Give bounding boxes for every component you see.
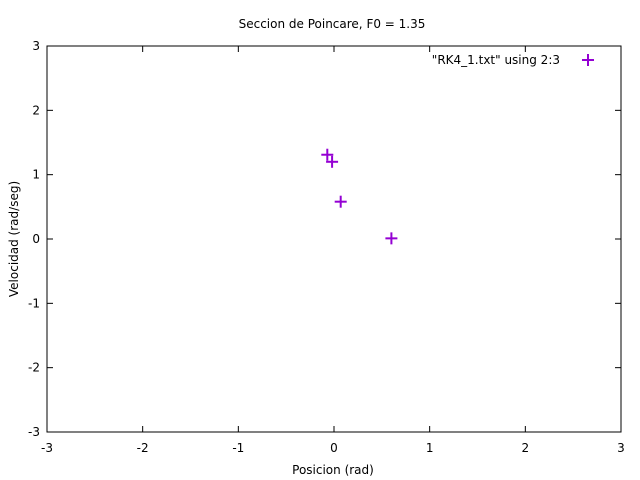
- legend-plus-marker: [582, 54, 594, 66]
- data-point-plus-icon: [321, 148, 334, 161]
- data-point-plus-icon: [334, 195, 347, 208]
- x-tick-label: 2: [522, 441, 530, 455]
- data-points: [321, 148, 398, 245]
- y-tick-label: 3: [32, 39, 40, 53]
- legend: "RK4_1.txt" using 2:3: [432, 53, 594, 67]
- y-tick-label: 1: [32, 168, 40, 182]
- x-axis-label: Posicion (rad): [292, 463, 374, 477]
- x-tick-label: 1: [426, 441, 434, 455]
- plot-frame: [46, 45, 622, 433]
- x-tick-label: -2: [137, 441, 149, 455]
- x-tick-label: -3: [41, 441, 53, 455]
- x-tick-label: 3: [617, 441, 625, 455]
- data-point-plus-icon: [385, 232, 398, 245]
- data-point-plus-icon: [326, 155, 339, 168]
- x-tick-label: -1: [232, 441, 244, 455]
- axis-ticks: -3 -2 -1 0 1 2 3 -3 -2 -1 0 1 2 3: [28, 39, 625, 455]
- y-axis-label: Velocidad (rad/seg): [7, 181, 21, 297]
- y-tick-label: -3: [28, 425, 40, 439]
- chart-title: Seccion de Poincare, F0 = 1.35: [239, 17, 426, 31]
- y-tick-label: -1: [28, 296, 40, 310]
- y-tick-label: -2: [28, 361, 40, 375]
- y-tick-label: 2: [32, 103, 40, 117]
- y-tick-label: 0: [32, 232, 40, 246]
- legend-marker-plus-icon: [582, 54, 594, 66]
- x-tick-label: 0: [330, 441, 338, 455]
- legend-entry-label: "RK4_1.txt" using 2:3: [432, 53, 560, 67]
